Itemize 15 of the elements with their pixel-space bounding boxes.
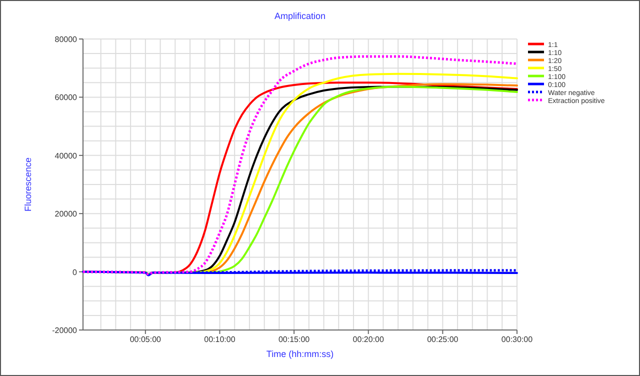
y-tick-label: 40000 (54, 151, 78, 160)
x-tick-label: 00:20:00 (352, 335, 384, 344)
x-tick-label: 00:25:00 (427, 335, 459, 344)
y-tick-label: 80000 (54, 35, 78, 44)
x-tick-label: 00:10:00 (204, 335, 236, 344)
y-tick-label: -20000 (52, 326, 78, 335)
y-tick-label: 0 (72, 268, 78, 277)
x-axis-title: Time (hh:mm:ss) (266, 349, 334, 359)
y-tick-label: 60000 (54, 93, 78, 102)
y-axis-title: Fluorescence (23, 157, 33, 212)
chart-title: Amplification (274, 11, 326, 21)
x-tick-label: 00:30:00 (501, 335, 534, 344)
x-tick-label: 00:15:00 (278, 335, 310, 344)
x-tick-label: 00:05:00 (130, 335, 162, 344)
y-tick-label: 20000 (54, 210, 78, 219)
